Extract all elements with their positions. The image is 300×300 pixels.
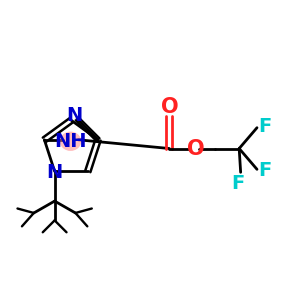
Text: N: N <box>66 106 82 125</box>
Text: F: F <box>258 117 272 136</box>
Text: NH: NH <box>54 132 87 151</box>
Text: N: N <box>46 163 63 182</box>
Text: F: F <box>258 161 272 180</box>
Text: O: O <box>187 139 204 158</box>
Ellipse shape <box>60 132 81 151</box>
Text: F: F <box>231 174 244 193</box>
Text: O: O <box>160 98 178 118</box>
